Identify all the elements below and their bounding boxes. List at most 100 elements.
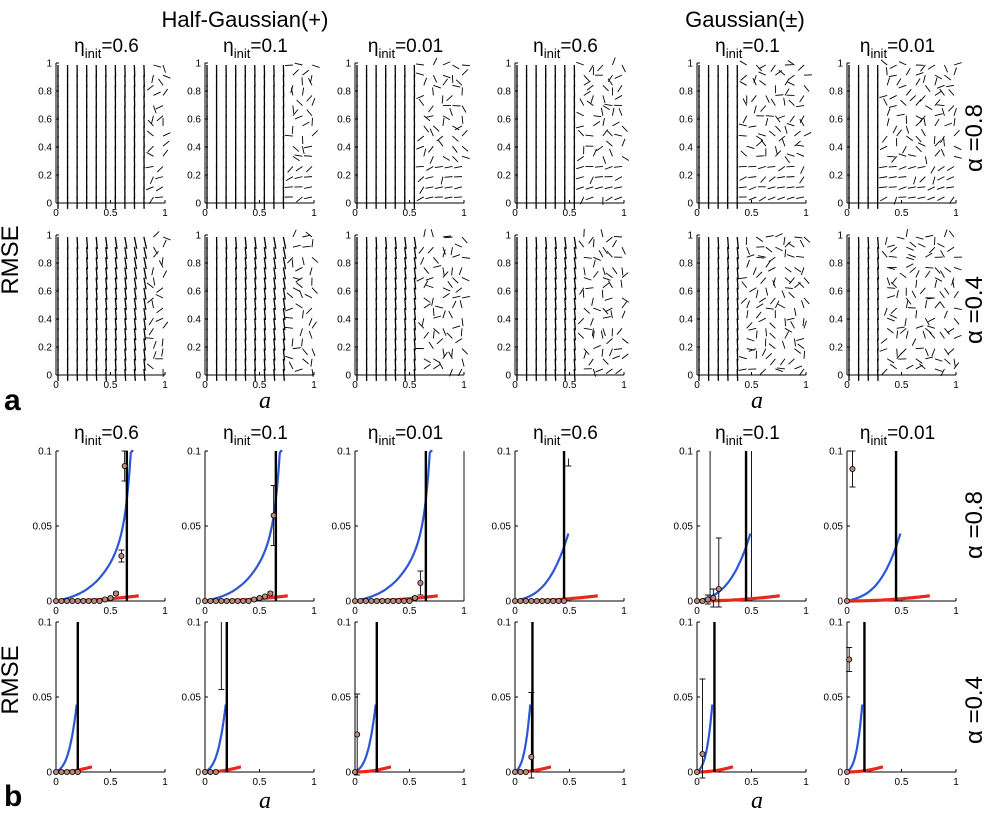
quiver-arrow	[932, 176, 936, 185]
quiver-arrow	[564, 287, 567, 300]
quiver-arrow	[934, 140, 941, 147]
quiver-arrow	[746, 254, 755, 258]
quiver-arrow	[770, 358, 776, 366]
quiver-arrow	[425, 176, 434, 179]
y-tick-label: 1	[46, 231, 52, 242]
quiver-arrow	[413, 328, 416, 341]
quiver-arrow	[755, 140, 763, 147]
quiver-arrow	[592, 148, 597, 157]
x-tick-label: 1	[461, 208, 467, 219]
quiver-arrow	[614, 186, 623, 189]
quiver-arrow	[133, 277, 137, 290]
quiver-arrow	[105, 236, 108, 249]
quiver-arrow	[304, 293, 313, 299]
quiver-arrow	[282, 358, 286, 371]
quiver-arrow	[155, 317, 164, 322]
quiver-arrow	[884, 307, 888, 316]
data-point	[417, 580, 424, 587]
quiver-arrow	[394, 358, 397, 371]
quiver-arrow	[756, 236, 764, 242]
quiver-arrow	[717, 257, 720, 270]
quiver-arrow	[95, 267, 98, 280]
quiver-arrow	[442, 235, 451, 238]
quiver-arrow	[425, 284, 434, 289]
quiver-arrow	[554, 287, 557, 300]
eta-label: ηinit=0.01	[368, 423, 443, 448]
quiver-arrow	[753, 75, 757, 83]
quiver-arrow	[433, 364, 441, 370]
blue-curve	[204, 704, 227, 773]
quiver-arrow	[154, 196, 164, 199]
quiver-arrow	[564, 267, 567, 280]
x-tick-label: 1	[803, 777, 809, 788]
quiver-arrow	[95, 348, 98, 361]
quiver-arrow	[461, 256, 470, 259]
quiver-arrow	[162, 132, 171, 137]
quiver-arrow	[602, 246, 608, 254]
quiver-arrow	[290, 85, 294, 94]
quiver-arrow	[757, 255, 766, 258]
y-tick-label: 0.6	[497, 115, 511, 126]
quiver-arrow	[244, 297, 247, 310]
quiver-arrow	[934, 277, 943, 282]
quiver-arrow	[133, 287, 137, 300]
quiver-arrow	[915, 72, 924, 76]
quiver-arrow	[452, 325, 461, 329]
quiver-arrow	[143, 358, 146, 371]
quiver-arrow	[588, 64, 594, 73]
quiver-arrow	[609, 348, 613, 357]
data-point	[379, 598, 386, 605]
quiver-arrow	[404, 257, 407, 270]
quiver-arrow	[768, 130, 776, 137]
quiver-arrow	[442, 74, 451, 79]
data-point	[212, 769, 219, 776]
quiver-arrow	[147, 145, 154, 153]
quiver-arrow	[934, 279, 938, 288]
quiver-arrow	[149, 176, 154, 185]
quiver-arrow	[435, 305, 444, 309]
quiver-arrow	[879, 348, 888, 352]
y-tick-label: 0	[46, 199, 52, 210]
y-tick-label: 0.8	[679, 87, 693, 98]
data-point	[74, 769, 81, 776]
quiver-arrow	[554, 338, 557, 351]
quiver-arrow	[302, 69, 310, 76]
quiver-arrow	[906, 263, 914, 268]
quiver-arrow	[583, 267, 586, 276]
quiver-arrow	[794, 267, 802, 273]
quiver-arrow	[282, 236, 287, 249]
quiver-arrow	[535, 236, 538, 250]
quiver-arrow	[902, 145, 907, 154]
data-point	[351, 598, 358, 605]
quiver-arrow	[880, 196, 888, 202]
quiver-arrow	[717, 267, 720, 280]
quiver-arrow	[295, 303, 303, 309]
y-tick-label: 0.05	[492, 522, 512, 533]
quiver-arrow	[375, 267, 378, 280]
quiver-arrow	[124, 297, 127, 310]
quiver-arrow	[535, 247, 538, 260]
quiver-arrow	[925, 356, 934, 360]
quiver-arrow	[404, 297, 407, 310]
y-tick-label: 0.4	[829, 315, 843, 326]
y-tick-label: 0.1	[829, 447, 843, 458]
quiver-arrow	[282, 307, 286, 321]
quiver-arrow	[801, 300, 805, 309]
quiver-arrow	[784, 267, 792, 273]
quiver-arrow	[585, 196, 594, 201]
x-tick-label: 0	[844, 777, 850, 788]
quiver-arrow	[442, 351, 448, 360]
blue-curve	[55, 449, 134, 603]
quiver-arrow	[302, 358, 309, 365]
quiver-arrow	[544, 277, 548, 290]
quiver-arrow	[95, 247, 98, 260]
quiver-arrow	[404, 307, 407, 321]
quiver-arrow	[442, 61, 451, 66]
quiver-arrow	[803, 277, 810, 284]
y-tick-label: 0.8	[337, 259, 351, 270]
quiver-arrow	[384, 257, 388, 270]
quiver-arrow	[748, 348, 757, 352]
rmse-panel: 0 0.05 0.1 0 0.5 1	[492, 447, 628, 618]
quiver-arrow	[124, 267, 128, 280]
quiver-arrow	[282, 247, 287, 260]
